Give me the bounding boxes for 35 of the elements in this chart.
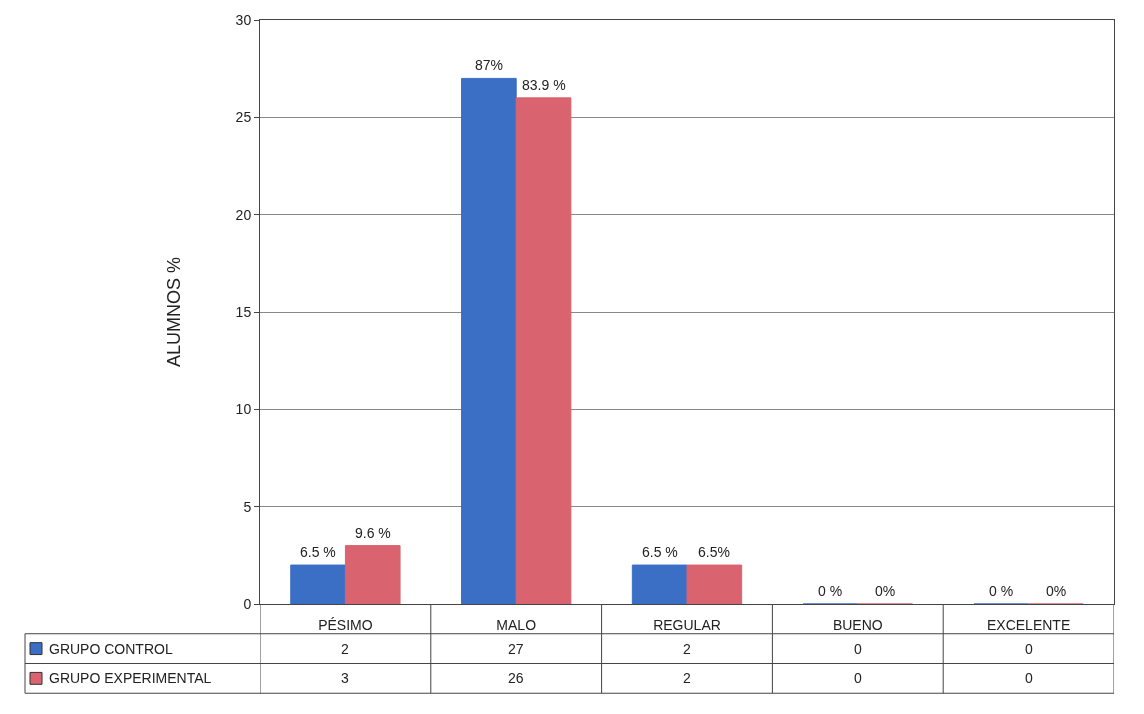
data-label: 2: [683, 641, 691, 657]
y-tick-label: 25: [235, 109, 252, 126]
data-label: 2: [341, 641, 349, 657]
annotation: 0 %: [818, 583, 843, 599]
data-label: 2: [683, 670, 691, 686]
annotation: 0%: [1046, 583, 1067, 599]
data-label: 0: [854, 670, 862, 686]
x-tick-label: PÉSIMO: [318, 616, 373, 633]
y-tick-label: 0: [243, 595, 252, 612]
annotation: 0 %: [989, 583, 1014, 599]
y-tick-label: 15: [235, 303, 252, 320]
x-tick-label: BUENO: [832, 616, 883, 633]
y-tick-label: 30: [235, 11, 252, 28]
data-label: 0: [1025, 641, 1033, 657]
data-label: 3: [341, 670, 349, 686]
x-tick-label: MALO: [496, 616, 537, 633]
annotation: 83.9 %: [522, 77, 566, 93]
annotation: 6.5 %: [642, 544, 678, 560]
y-tick-label: 5: [243, 498, 252, 515]
y-axis-title: ALUMNOS %: [163, 256, 184, 368]
annotation: 6.5 %: [300, 544, 336, 560]
y-tick-label: 20: [235, 206, 252, 223]
annotation: 9.6 %: [355, 525, 391, 541]
annotation: 87%: [475, 57, 504, 73]
data-label: 0: [1025, 670, 1033, 686]
x-tick-label: REGULAR: [653, 616, 721, 633]
data-label: 27: [508, 641, 524, 657]
data-label: 0: [854, 641, 862, 657]
annotation: 6.5%: [698, 544, 730, 560]
annotation: 0%: [875, 583, 896, 599]
x-tick-label: EXCELENTE: [986, 616, 1071, 633]
y-tick-label: 10: [235, 401, 252, 418]
legend-label: GRUPO CONTROL: [49, 641, 173, 657]
legend-label: GRUPO EXPERIMENTAL: [49, 670, 212, 686]
data-label: 26: [508, 670, 524, 686]
